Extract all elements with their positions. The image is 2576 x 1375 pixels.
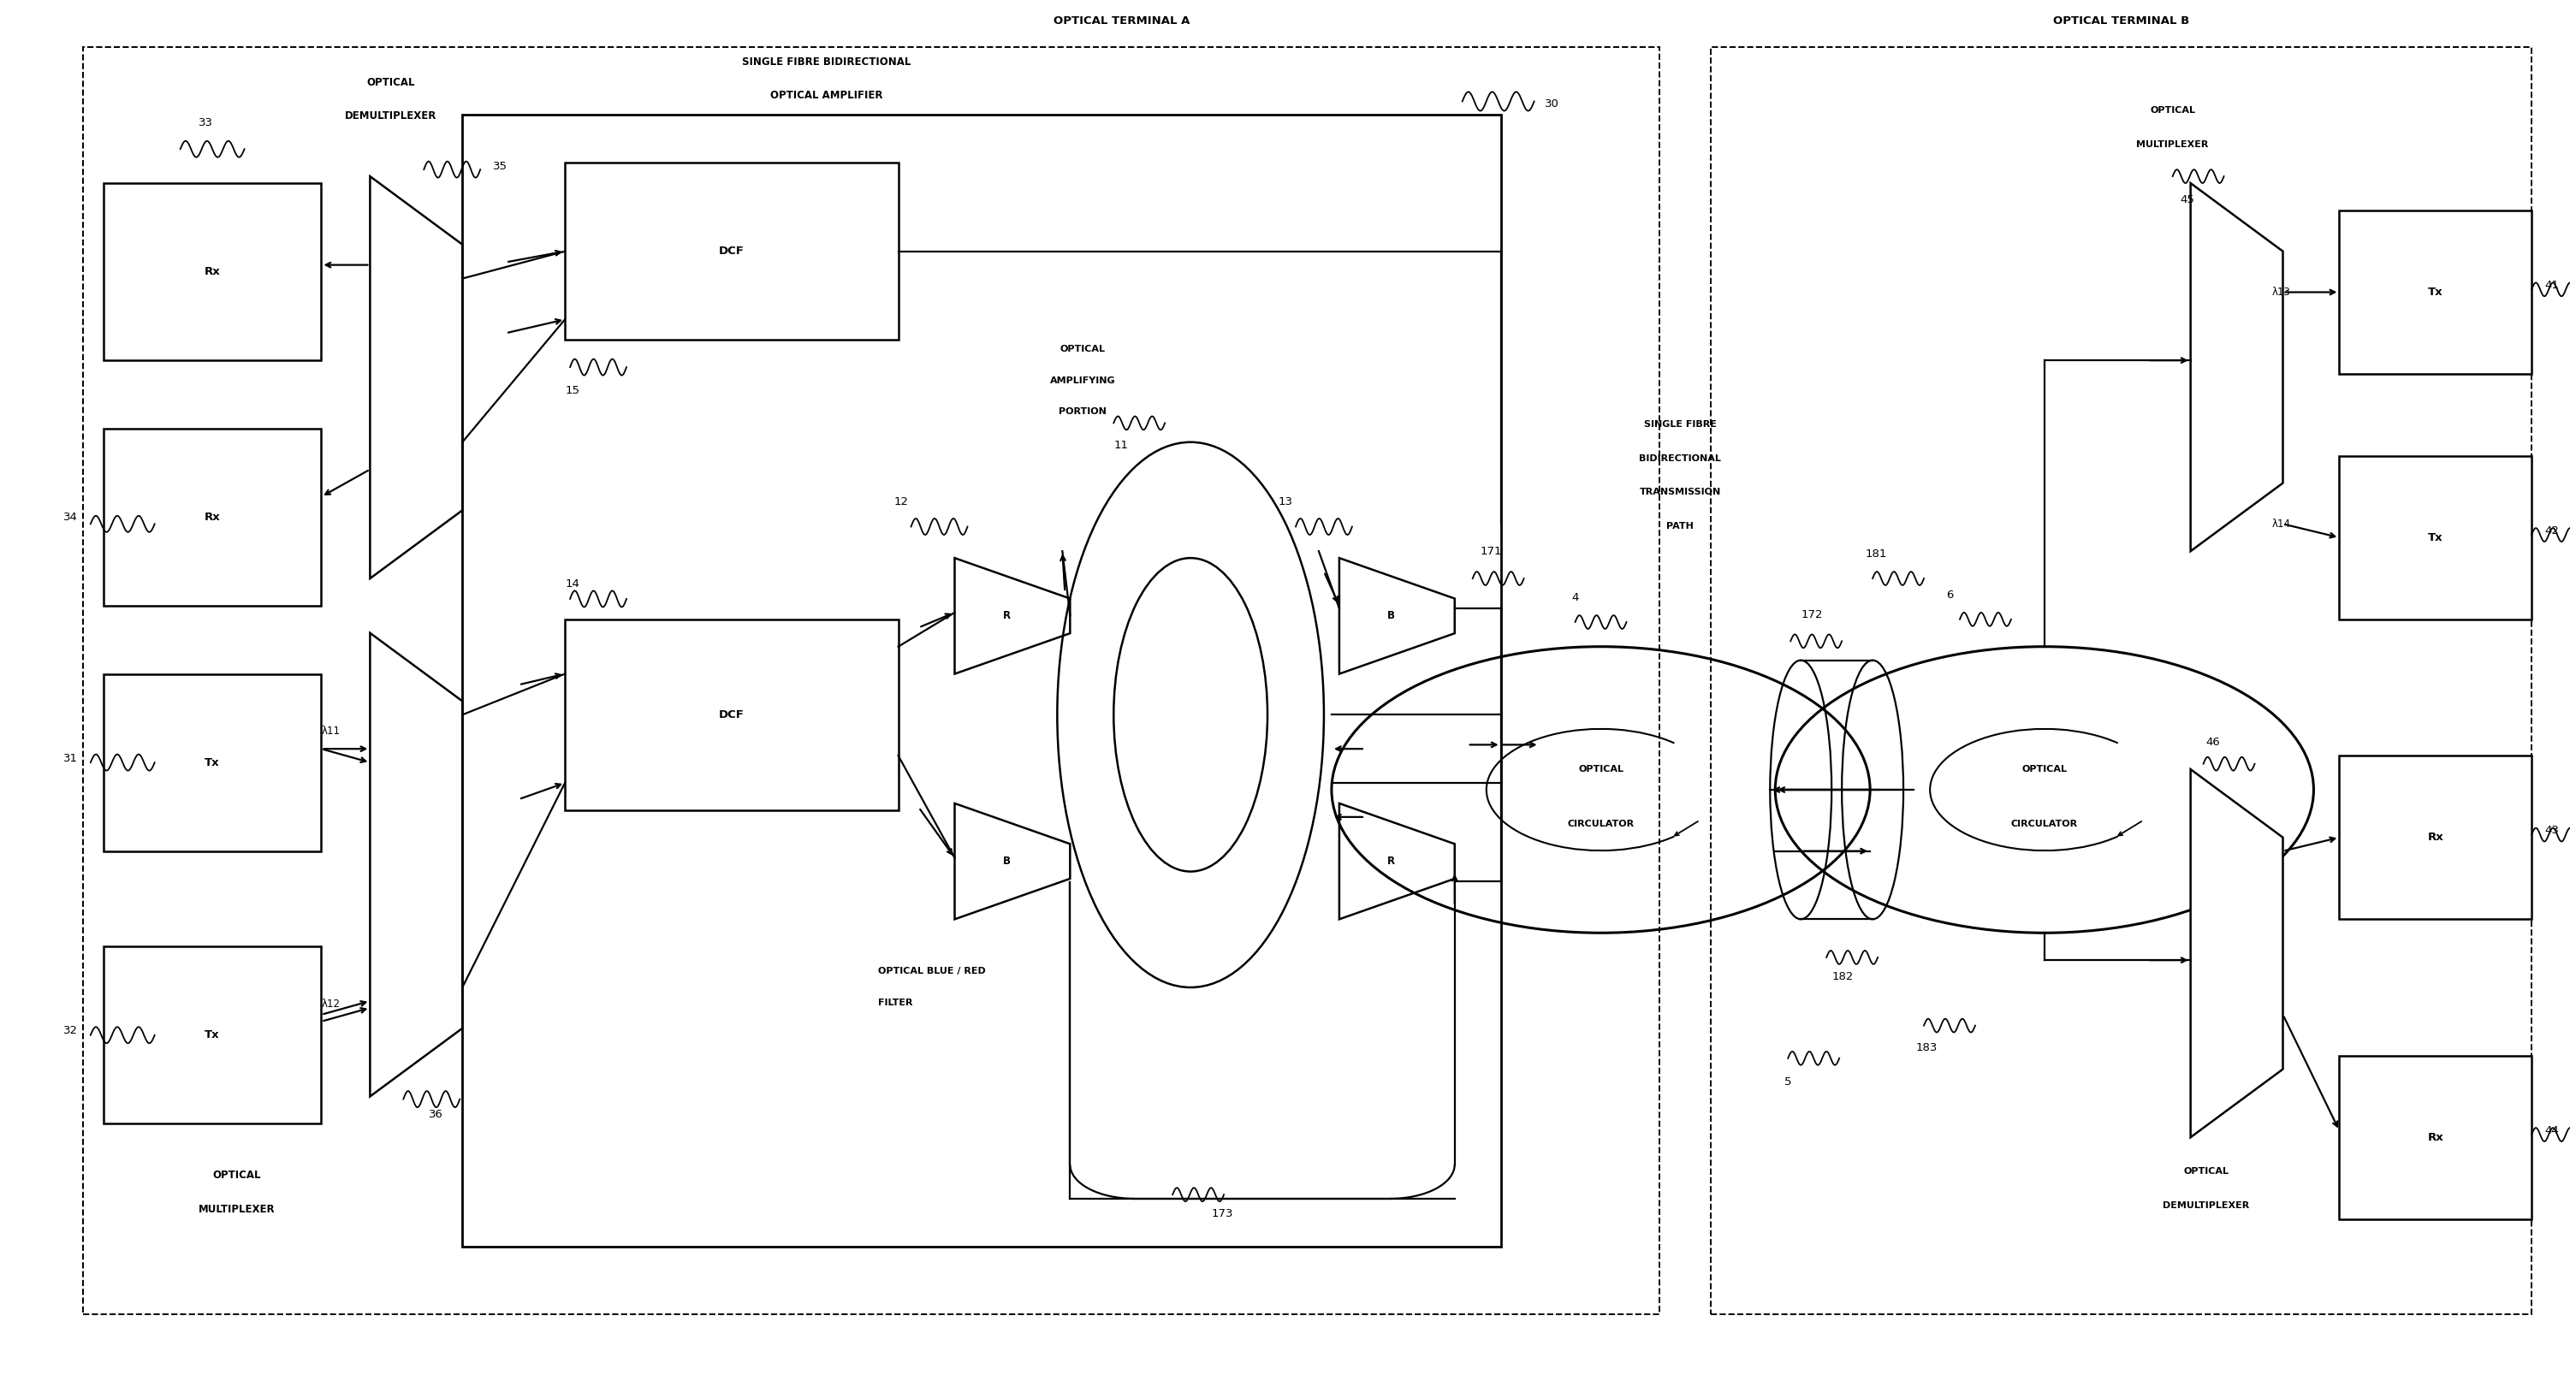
Bar [103,674,322,851]
Text: DEMULTIPLEXER: DEMULTIPLEXER [345,110,435,122]
Text: Tx: Tx [2429,286,2442,298]
Text: λ14: λ14 [2272,518,2290,529]
Bar [2339,210,2532,374]
Text: 14: 14 [564,579,580,590]
Text: 45: 45 [2179,194,2195,205]
Text: 5: 5 [1785,1077,1793,1088]
Text: Tx: Tx [206,1030,219,1041]
Text: R: R [1002,610,1010,622]
Text: λ11: λ11 [322,726,340,737]
Text: OPTICAL: OPTICAL [1579,764,1623,774]
Text: 15: 15 [564,385,580,396]
Text: MULTIPLEXER: MULTIPLEXER [2136,140,2208,148]
Text: OPTICAL: OPTICAL [2022,764,2066,774]
Text: 44: 44 [2545,1125,2558,1136]
Bar [2339,1056,2532,1220]
Text: 33: 33 [198,117,214,129]
Polygon shape [371,632,461,1096]
Text: OPTICAL: OPTICAL [2184,1167,2228,1176]
Text: FILTER: FILTER [878,998,912,1006]
Text: OPTICAL BLUE / RED: OPTICAL BLUE / RED [878,967,987,975]
Text: TRANSMISSION: TRANSMISSION [1638,488,1721,496]
Bar [82,47,1659,1314]
Text: 182: 182 [1832,971,1852,982]
Text: OPTICAL AMPLIFIER: OPTICAL AMPLIFIER [770,91,884,102]
Text: AMPLIFYING: AMPLIFYING [1051,377,1115,385]
Text: 11: 11 [1113,440,1128,451]
Text: OPTICAL TERMINAL B: OPTICAL TERMINAL B [2053,15,2190,26]
Text: 171: 171 [1481,546,1502,557]
Text: 41: 41 [2545,280,2558,291]
Bar [2339,756,2532,920]
Text: 34: 34 [64,511,77,522]
Bar [103,183,322,360]
Text: 181: 181 [1865,549,1886,560]
Text: Tx: Tx [206,756,219,769]
Text: PORTION: PORTION [1059,407,1108,417]
Text: 172: 172 [1801,609,1824,620]
Bar [461,116,1502,1246]
Polygon shape [371,176,461,579]
Text: 4: 4 [1571,591,1579,604]
Text: SINGLE FIBRE: SINGLE FIBRE [1643,419,1716,429]
Text: 43: 43 [2545,825,2558,836]
Text: 173: 173 [1211,1209,1234,1220]
Text: 31: 31 [64,754,77,764]
Text: Rx: Rx [2427,1132,2445,1143]
Bar [564,162,899,340]
Text: λ12: λ12 [322,998,340,1009]
Text: OPTICAL: OPTICAL [2151,106,2195,116]
Polygon shape [1340,803,1455,920]
Text: PATH: PATH [1667,522,1695,531]
Text: Rx: Rx [204,267,222,278]
Bar [564,619,899,810]
Bar [2339,455,2532,619]
Text: 42: 42 [2545,525,2558,536]
Text: DCF: DCF [719,710,744,720]
Text: OPTICAL: OPTICAL [1061,345,1105,353]
Text: MULTIPLEXER: MULTIPLEXER [198,1204,276,1216]
Text: OPTICAL TERMINAL A: OPTICAL TERMINAL A [1054,15,1190,26]
Polygon shape [1340,558,1455,674]
Bar [103,429,322,606]
Text: 183: 183 [1917,1042,1937,1053]
Text: DEMULTIPLEXER: DEMULTIPLEXER [2164,1202,2249,1210]
Text: 13: 13 [1278,496,1293,507]
Text: 35: 35 [492,161,507,172]
Text: R: R [1388,855,1396,866]
Text: CIRCULATOR: CIRCULATOR [2012,819,2079,828]
Text: OPTICAL: OPTICAL [366,77,415,88]
Bar [1710,47,2532,1314]
Polygon shape [956,803,1069,920]
Text: CIRCULATOR: CIRCULATOR [1566,819,1633,828]
Text: 6: 6 [1945,588,1953,601]
Text: Rx: Rx [2427,832,2445,843]
Bar [103,946,322,1123]
Text: λ13: λ13 [2272,286,2290,298]
Text: OPTICAL: OPTICAL [214,1170,260,1181]
Text: 30: 30 [1546,99,1558,110]
Polygon shape [2190,769,2282,1137]
Text: 46: 46 [2205,737,2221,748]
Text: DCF: DCF [719,246,744,257]
Text: 36: 36 [430,1108,443,1119]
Polygon shape [2190,183,2282,551]
Text: SINGLE FIBRE BIDIRECTIONAL: SINGLE FIBRE BIDIRECTIONAL [742,56,912,67]
Text: B: B [1002,855,1010,866]
Text: Rx: Rx [204,511,222,522]
Text: BIDIRECTIONAL: BIDIRECTIONAL [1638,454,1721,462]
Text: Tx: Tx [2429,532,2442,543]
Text: 12: 12 [894,496,909,507]
Polygon shape [956,558,1069,674]
Text: B: B [1388,610,1396,622]
Text: 32: 32 [64,1026,77,1037]
